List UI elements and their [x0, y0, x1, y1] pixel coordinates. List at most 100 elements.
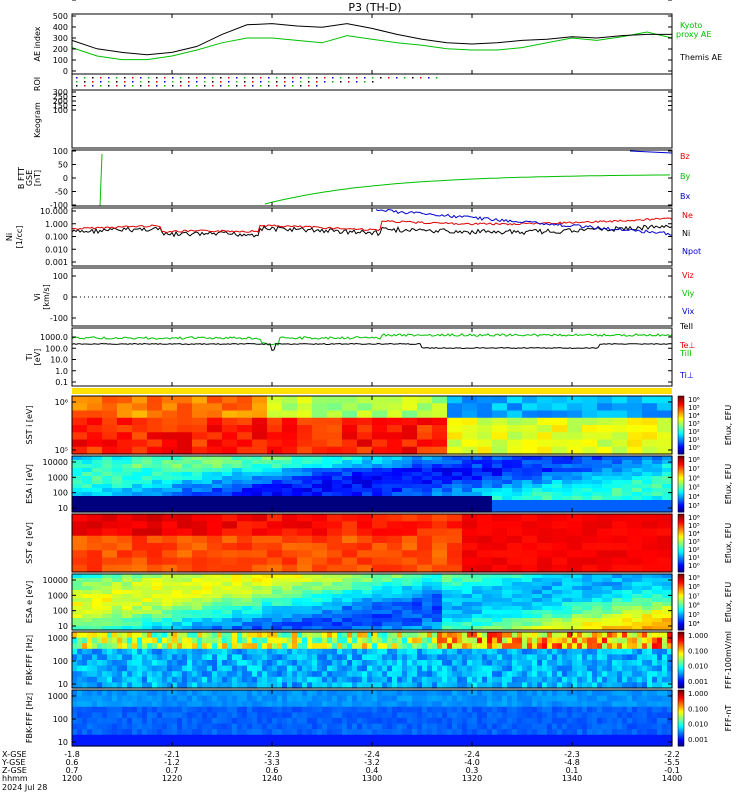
spec-cell [232, 582, 243, 587]
spec-cell [522, 403, 538, 412]
spec-cell [662, 622, 673, 627]
spec-cell [372, 610, 383, 615]
spec-cell [562, 480, 573, 485]
spec-cell [162, 492, 173, 497]
roi-dot [188, 77, 190, 79]
roi-dot [436, 77, 438, 79]
spec-cell [362, 598, 373, 603]
spec-cell [527, 643, 533, 650]
spec-cell [482, 701, 488, 708]
spec-cell [292, 586, 303, 591]
spec-cell [402, 396, 418, 404]
spec-cell [432, 582, 443, 587]
spec-cell [107, 690, 113, 697]
spec-cell [152, 456, 163, 461]
spec-cell [137, 729, 143, 736]
spec-cell [162, 550, 178, 559]
spec-cell [107, 740, 113, 747]
spec-cell [482, 606, 493, 611]
spec-cell [562, 665, 568, 672]
spec-cell [97, 701, 103, 708]
spec-cell [162, 574, 173, 579]
spec-cell [452, 671, 458, 678]
spec-cell [547, 701, 553, 708]
spec-cell [327, 543, 343, 551]
spec-cell [532, 740, 538, 747]
spec-cell [437, 695, 443, 702]
spec-cell [567, 671, 573, 678]
spec-cell [162, 464, 173, 469]
spec-cell [102, 598, 113, 603]
spec-cell [487, 665, 493, 672]
spec-cell [432, 637, 438, 644]
spec-cell [667, 637, 673, 644]
spec-cell [472, 456, 483, 461]
spec-cell [172, 626, 183, 631]
spec-cell [357, 403, 373, 412]
spec-cell [277, 701, 283, 708]
spec-cell [242, 701, 248, 708]
spec-cell [427, 712, 433, 719]
spec-cell [342, 695, 348, 702]
spec-cell [642, 446, 658, 455]
spec-cell [632, 480, 643, 485]
spec-cell [317, 676, 323, 683]
spec-cell [82, 594, 93, 599]
spec-cell [237, 432, 253, 441]
spec-cell [222, 618, 233, 623]
roi-dot [284, 85, 286, 87]
spec-cell [407, 665, 413, 672]
spec-cell [382, 500, 393, 505]
spec-cell [367, 734, 373, 741]
spec-cell [142, 618, 153, 623]
spec-cell [492, 606, 503, 611]
spec-cell [232, 594, 243, 599]
spec-cell [297, 643, 303, 650]
spec-cell [142, 582, 153, 587]
spec-cell [377, 690, 383, 697]
spec-cell [87, 514, 103, 522]
spec-cell [92, 740, 98, 747]
spec-cell [502, 734, 508, 741]
spec-cell [177, 564, 193, 573]
spec-cell [282, 464, 293, 469]
spec-cell [432, 543, 448, 551]
spec-cell [407, 643, 413, 650]
spec-cell [282, 648, 288, 655]
spec-cell [117, 403, 133, 412]
spec-cell [462, 574, 473, 579]
spec-cell [622, 637, 628, 644]
spec-cell [432, 476, 443, 481]
spec-cell [337, 723, 343, 730]
spec-cell [402, 456, 413, 461]
spec-cell [552, 654, 558, 661]
spec-cell [432, 417, 448, 426]
spec-cell [422, 676, 428, 683]
spec-cell [592, 729, 598, 736]
spec-cell [87, 723, 93, 730]
spec-cell [287, 712, 293, 719]
spec-cell [132, 543, 148, 551]
spec-cell [72, 614, 83, 619]
spec-cell [632, 492, 643, 497]
spec-cell [622, 648, 628, 655]
spec-cell [322, 488, 333, 493]
spec-cell [477, 660, 483, 667]
spec-cell [592, 582, 603, 587]
spec-cell [147, 425, 163, 433]
spec-cell [187, 671, 193, 678]
spec-cell [207, 535, 223, 544]
spec-cell [302, 594, 313, 599]
spec-cell [92, 480, 103, 485]
spec-cell [332, 723, 338, 730]
y-tick-label: 0 [63, 293, 68, 302]
spec-cell [262, 660, 268, 667]
spec-cell [332, 606, 343, 611]
spec-cell [162, 665, 168, 672]
spec-cell [317, 723, 323, 730]
spec-cell [252, 439, 268, 448]
spec-cell [167, 695, 173, 702]
spec-cell [522, 695, 528, 702]
spec-cell [147, 439, 163, 448]
spec-cell [277, 734, 283, 741]
